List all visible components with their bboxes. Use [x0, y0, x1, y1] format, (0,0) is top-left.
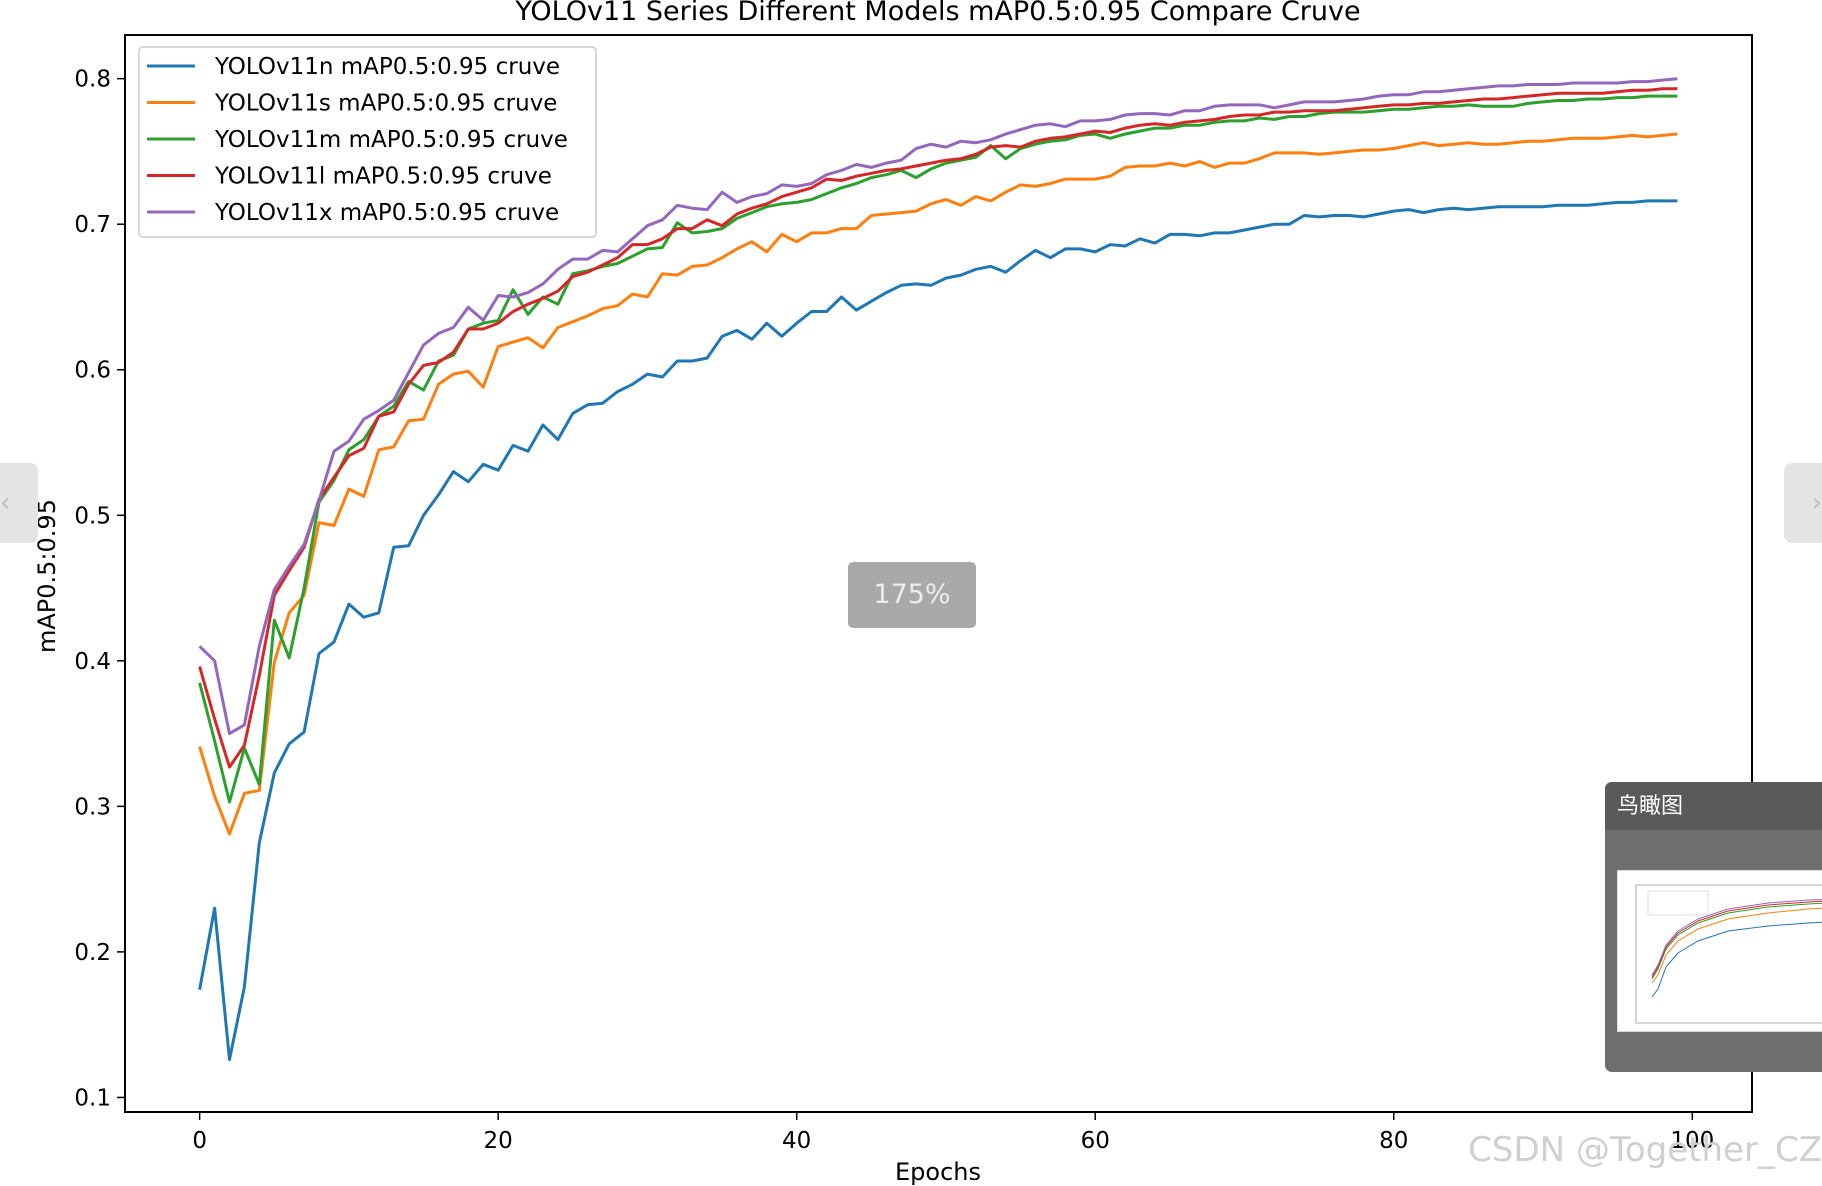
y-tick-label: 0.6: [74, 358, 111, 384]
legend-box: [138, 46, 597, 238]
y-tick-label: 0.8: [74, 67, 111, 93]
x-tick-label: 40: [782, 1128, 811, 1154]
y-tick-label: 0.4: [74, 649, 111, 675]
series-layer: [198, 77, 1678, 1062]
x-tick-label: 60: [1081, 1128, 1110, 1154]
previous-image-button[interactable]: ‹: [0, 463, 38, 543]
x-tick-label: 0: [192, 1128, 207, 1154]
legend: YOLOv11n mAP0.5:0.95 cruve YOLOv11s mAP0.…: [138, 46, 597, 238]
chart-title: YOLOv11 Series Different Models mAP0.5:0…: [514, 0, 1360, 27]
chevron-right-icon: ›: [1811, 488, 1822, 518]
x-tick-label: 100: [1670, 1128, 1714, 1154]
y-tick-label: 0.1: [74, 1085, 111, 1111]
y-tick-label: 0.5: [74, 503, 111, 529]
chevron-left-icon: ‹: [0, 488, 11, 518]
series-line-2: [198, 132, 1678, 836]
birdseye-title: 鸟瞰图: [1605, 782, 1822, 830]
x-axis-label: Epochs: [895, 1158, 981, 1186]
birdseye-panel[interactable]: 鸟瞰图: [1605, 782, 1822, 1072]
legend-label: YOLOv11l mAP0.5:0.95 cruve: [214, 164, 552, 190]
series-line-4: [198, 87, 1678, 769]
next-image-button[interactable]: ›: [1784, 463, 1822, 543]
zoom-level-indicator: 175%: [848, 562, 976, 628]
series-line-1: [198, 199, 1678, 1062]
legend-label: YOLOv11x mAP0.5:0.95 cruve: [214, 200, 559, 226]
watermark: CSDN @Together_CZ: [1468, 1130, 1822, 1170]
birdseye-thumbnail-chart: [1635, 884, 1822, 1024]
x-tick-label: 20: [484, 1128, 513, 1154]
series-line-5: [198, 77, 1678, 736]
legend-label: YOLOv11m mAP0.5:0.95 cruve: [214, 127, 568, 153]
y-tick-label: 0.7: [74, 212, 111, 238]
y-axis: 0.1 0.2 0.3 0.4 0.5 0.6 0.7 0.8: [74, 67, 125, 1111]
legend-label: YOLOv11n mAP0.5:0.95 cruve: [214, 54, 560, 80]
x-tick-label: 80: [1379, 1128, 1408, 1154]
x-axis: 0 20 40 60 80 100: [192, 1112, 1714, 1154]
legend-label: YOLOv11s mAP0.5:0.95 cruve: [214, 91, 557, 117]
birdseye-thumbnail[interactable]: [1617, 870, 1822, 1032]
y-tick-label: 0.3: [74, 794, 111, 820]
y-tick-label: 0.2: [74, 940, 111, 966]
